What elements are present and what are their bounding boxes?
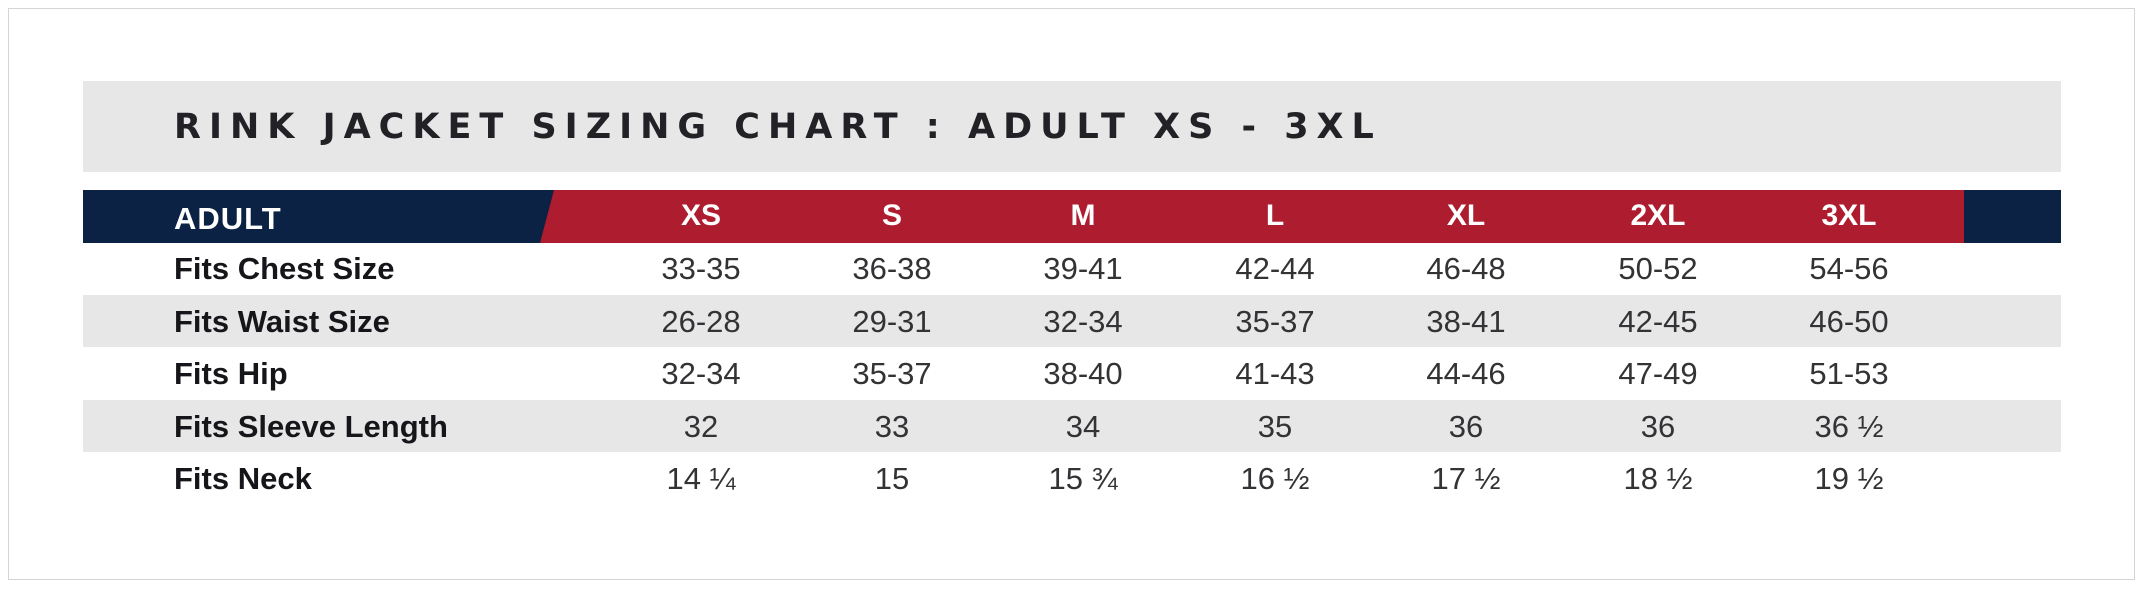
row-label-chest: Fits Chest Size <box>174 251 395 286</box>
table-cell: 29-31 <box>852 304 932 339</box>
table-cell: 32-34 <box>661 356 741 391</box>
table-cell: 38-40 <box>1043 356 1123 391</box>
table-cell: 34 <box>1065 409 1101 444</box>
table-row-waist <box>83 295 2061 347</box>
table-cell: 16 ½ <box>1240 461 1310 496</box>
table-cell: 46-50 <box>1809 304 1889 339</box>
header-size-xs: XS <box>680 199 722 232</box>
table-cell: 54-56 <box>1809 251 1889 286</box>
table-cell: 35-37 <box>1235 304 1315 339</box>
table-cell: 36 <box>1448 409 1484 444</box>
table-row-sleeve <box>83 400 2061 452</box>
table-cell: 35-37 <box>852 356 932 391</box>
table-cell: 36 ½ <box>1814 409 1884 444</box>
header-size-l: L <box>1265 199 1285 232</box>
table-cell: 50-52 <box>1618 251 1698 286</box>
header-size-m: M <box>1070 199 1096 232</box>
table-cell: 33 <box>874 409 910 444</box>
table-cell: 47-49 <box>1618 356 1698 391</box>
header-size-2xl: 2XL <box>1630 199 1686 232</box>
table-cell: 36 <box>1640 409 1676 444</box>
header-sizes-band <box>540 190 1964 243</box>
header-size-s: S <box>881 199 902 232</box>
table-cell: 15 <box>874 461 910 496</box>
table-cell: 46-48 <box>1426 251 1506 286</box>
table-cell: 26-28 <box>661 304 741 339</box>
header-size-3xl: 3XL <box>1821 199 1877 232</box>
title-band <box>83 81 2061 172</box>
table-cell: 41-43 <box>1235 356 1315 391</box>
table-cell: 42-45 <box>1618 304 1698 339</box>
table-cell: 32-34 <box>1043 304 1123 339</box>
table-cell: 35 <box>1257 409 1293 444</box>
chart-title: RINK JACKET SIZING CHART : ADULT XS - 3X… <box>174 107 1382 147</box>
table-cell: 44-46 <box>1426 356 1506 391</box>
table-cell: 18 ½ <box>1623 461 1693 496</box>
table-cell: 17 ½ <box>1431 461 1501 496</box>
row-label-hip: Fits Hip <box>174 356 288 391</box>
table-cell: 36-38 <box>852 251 932 286</box>
table-cell: 19 ½ <box>1814 461 1884 496</box>
table-cell: 51-53 <box>1809 356 1889 391</box>
table-cell: 42-44 <box>1235 251 1315 286</box>
table-cell: 39-41 <box>1043 251 1123 286</box>
header-label-adult: ADULT <box>174 201 282 236</box>
table-cell: 38-41 <box>1426 304 1506 339</box>
table-cell: 32 <box>683 409 719 444</box>
header-size-xl: XL <box>1446 199 1486 232</box>
table-cell: 15 ¾ <box>1048 461 1118 496</box>
table-cell: 33-35 <box>661 251 741 286</box>
row-label-sleeve: Fits Sleeve Length <box>174 409 448 444</box>
row-label-waist: Fits Waist Size <box>174 304 390 339</box>
row-label-neck: Fits Neck <box>174 461 312 496</box>
table-cell: 14 ¼ <box>666 461 736 496</box>
